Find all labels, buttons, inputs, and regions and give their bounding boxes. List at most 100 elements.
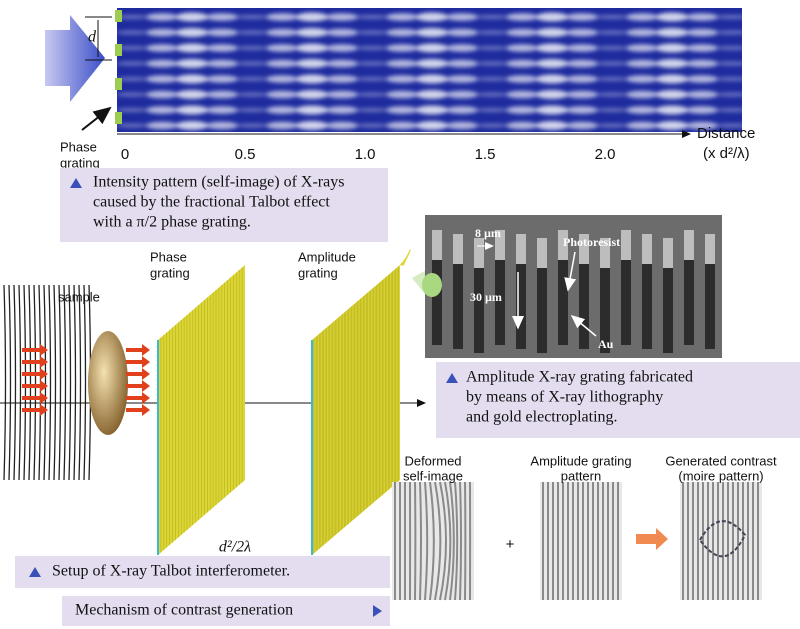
stripe bbox=[566, 60, 598, 68]
stripe bbox=[566, 122, 598, 130]
caption: Intensity pattern (self-image) of X-rays bbox=[93, 174, 344, 191]
stripe bbox=[206, 122, 238, 130]
grating-tooth bbox=[115, 10, 122, 22]
stripe bbox=[326, 44, 358, 52]
stripe bbox=[506, 13, 538, 21]
stripe bbox=[236, 62, 268, 66]
stripe bbox=[596, 15, 628, 19]
stripe bbox=[656, 90, 688, 99]
wave-line bbox=[14, 285, 16, 480]
grating-label: Phase bbox=[150, 249, 187, 264]
stripe bbox=[566, 13, 598, 21]
stripe bbox=[446, 91, 478, 99]
stripe bbox=[386, 106, 418, 114]
panel-line bbox=[420, 482, 421, 600]
stripe bbox=[206, 60, 238, 68]
sem-label: 30 µm bbox=[470, 290, 502, 304]
stripe bbox=[656, 75, 688, 84]
stripe bbox=[206, 106, 238, 114]
stripe bbox=[326, 60, 358, 68]
stripe bbox=[416, 106, 448, 115]
stripe bbox=[446, 75, 478, 83]
stripe bbox=[206, 91, 238, 99]
stripe bbox=[536, 75, 568, 84]
caption: Setup of X-ray Talbot interferometer. bbox=[52, 563, 290, 580]
stripe bbox=[626, 122, 658, 130]
stripe bbox=[266, 122, 298, 130]
stripe bbox=[476, 77, 508, 81]
sem-label: Photoresist bbox=[563, 235, 620, 249]
stripe bbox=[656, 28, 688, 37]
stripe bbox=[296, 90, 328, 99]
panel-label: Amplitude grating bbox=[530, 453, 631, 468]
stripe bbox=[296, 121, 328, 130]
stripe bbox=[386, 29, 418, 37]
stripe bbox=[626, 91, 658, 99]
stripe bbox=[506, 44, 538, 52]
sample bbox=[88, 331, 128, 435]
panel-label: Deformed bbox=[404, 453, 461, 468]
stripe bbox=[296, 106, 328, 115]
stripe bbox=[356, 124, 388, 128]
grating-tooth bbox=[115, 44, 122, 56]
stripe bbox=[356, 31, 388, 35]
wave-line bbox=[49, 285, 51, 480]
pillar-top bbox=[537, 238, 547, 268]
stripe bbox=[356, 15, 388, 19]
stripe bbox=[176, 13, 208, 22]
wave-line bbox=[69, 285, 71, 480]
stripe bbox=[626, 106, 658, 114]
stripe bbox=[506, 106, 538, 114]
stripe bbox=[686, 91, 718, 99]
stripe bbox=[416, 44, 448, 53]
stripe bbox=[506, 75, 538, 83]
stripe bbox=[506, 91, 538, 99]
pillar-top bbox=[705, 234, 715, 264]
stripe bbox=[146, 29, 178, 37]
stripe bbox=[656, 121, 688, 130]
stripe bbox=[536, 13, 568, 22]
stripe bbox=[626, 60, 658, 68]
stripe bbox=[236, 46, 268, 50]
stripe bbox=[296, 44, 328, 53]
stripe bbox=[596, 62, 628, 66]
stripe bbox=[176, 44, 208, 53]
tick-label: 0 bbox=[121, 146, 129, 163]
sample-label: sample bbox=[58, 289, 100, 304]
stripe bbox=[716, 46, 748, 50]
stripe bbox=[416, 28, 448, 37]
panel-label: self-image bbox=[403, 468, 463, 483]
stripe bbox=[296, 28, 328, 37]
grating-label: grating bbox=[150, 265, 190, 280]
d-label: d bbox=[88, 29, 97, 46]
grating-label: Amplitude bbox=[298, 249, 356, 264]
stripe bbox=[716, 77, 748, 81]
stripe bbox=[356, 62, 388, 66]
stripe bbox=[566, 106, 598, 114]
stripe bbox=[386, 122, 418, 130]
stripe bbox=[266, 29, 298, 37]
pillar-top bbox=[474, 238, 484, 268]
wave-line bbox=[59, 285, 61, 480]
stripe bbox=[446, 44, 478, 52]
stripe bbox=[536, 28, 568, 37]
wave-line bbox=[24, 285, 26, 480]
stripe bbox=[716, 108, 748, 112]
stripe bbox=[656, 44, 688, 53]
caption: Amplitude X-ray grating fabricated bbox=[466, 369, 693, 386]
stripe bbox=[596, 31, 628, 35]
stripe bbox=[596, 77, 628, 81]
stripe bbox=[176, 106, 208, 115]
stripe bbox=[716, 31, 748, 35]
stripe bbox=[626, 44, 658, 52]
stripe bbox=[716, 93, 748, 97]
panel: Generated contrast(moire pattern) bbox=[665, 453, 777, 600]
wave-line bbox=[9, 285, 11, 480]
stripe bbox=[656, 59, 688, 68]
red-arrow bbox=[126, 368, 150, 380]
stripe bbox=[596, 124, 628, 128]
stripe bbox=[656, 106, 688, 115]
stripe bbox=[206, 13, 238, 21]
grating-label: Phase bbox=[60, 139, 97, 154]
wave-line bbox=[74, 285, 76, 480]
